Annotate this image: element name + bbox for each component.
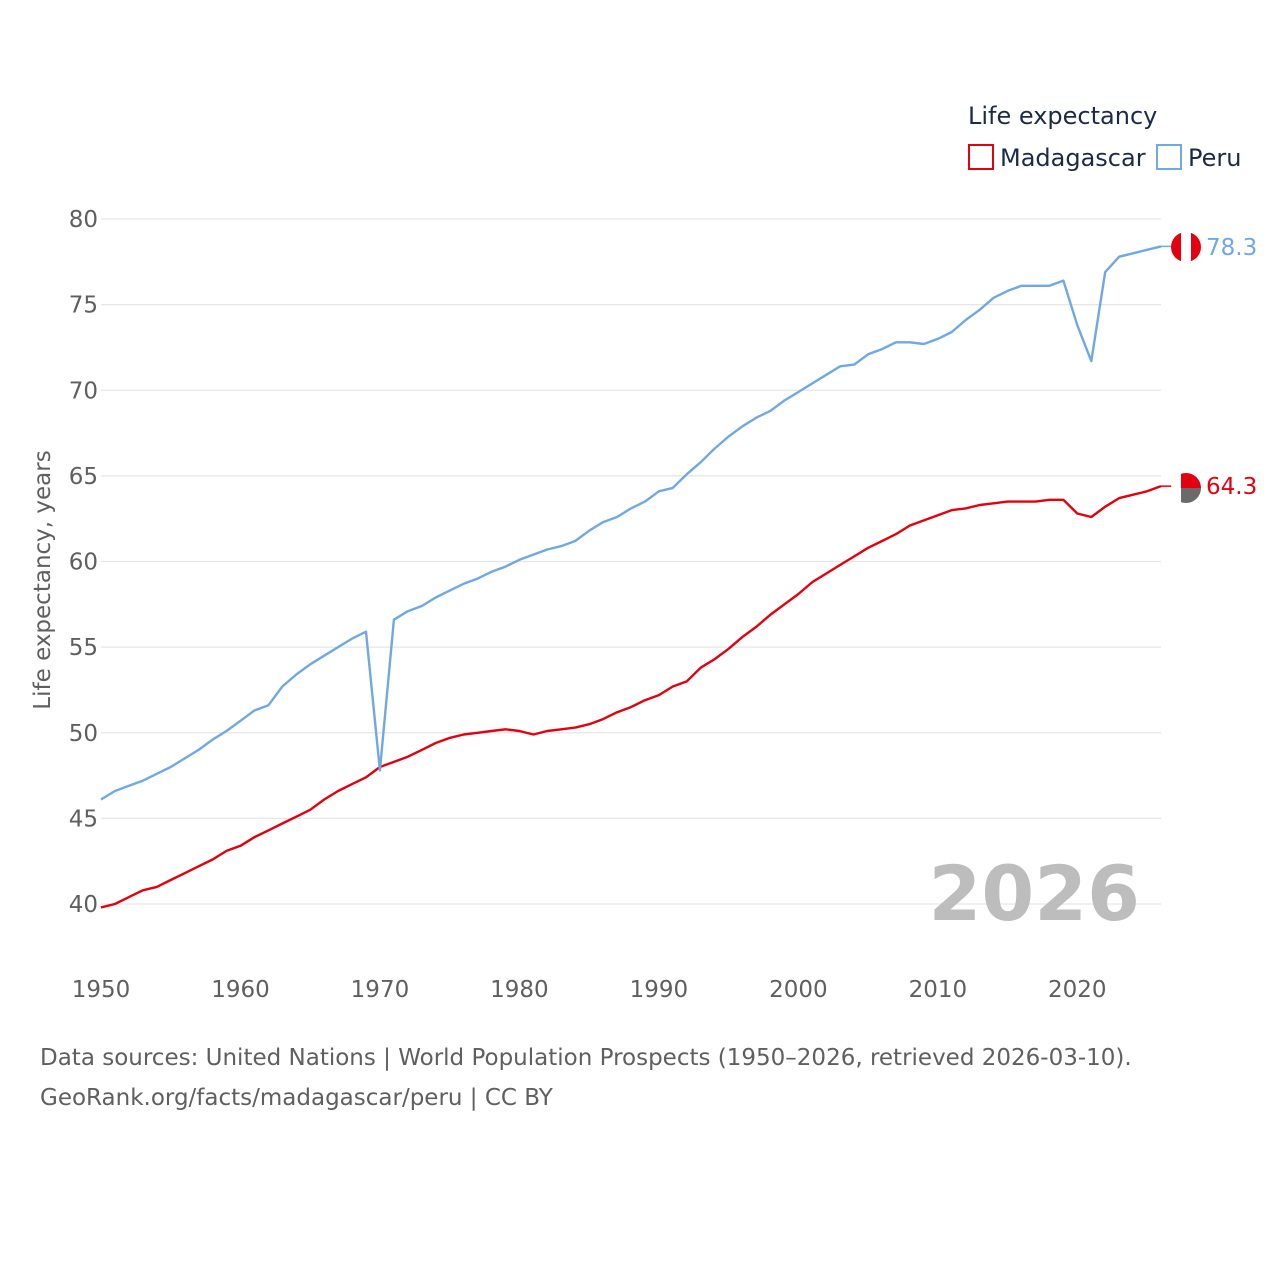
x-tick-label: 2000 bbox=[769, 977, 828, 1003]
y-axis: 40 45 50 55 60 65 70 75 80 bbox=[69, 207, 98, 918]
series-lines bbox=[100, 245, 1172, 909]
data-source-note: Data sources: United Nations | World Pop… bbox=[40, 1045, 1132, 1071]
y-tick-label: 45 bbox=[69, 806, 98, 832]
y-tick-label: 65 bbox=[69, 464, 98, 490]
y-axis-label: Life expectancy, years bbox=[30, 450, 56, 709]
madagascar-flag-icon bbox=[1171, 473, 1201, 503]
legend-swatch-madagascar bbox=[968, 144, 994, 170]
year-watermark: 2026 bbox=[928, 849, 1140, 938]
y-tick-label: 80 bbox=[69, 207, 98, 233]
y-tick-label: 55 bbox=[69, 635, 98, 661]
y-tick-label: 40 bbox=[69, 892, 98, 918]
end-label-peru: 78.3 bbox=[1206, 235, 1257, 261]
y-tick-label: 60 bbox=[69, 550, 98, 576]
x-tick-label: 2010 bbox=[909, 977, 968, 1003]
credit-link[interactable]: GeoRank.org/facts/madagascar/peru | CC B… bbox=[40, 1085, 553, 1111]
y-tick-label: 50 bbox=[69, 721, 98, 747]
legend-item-peru[interactable]: Peru bbox=[1156, 144, 1241, 172]
x-axis: 1950 1960 1970 1980 1990 2000 2010 2020 bbox=[72, 977, 1107, 1003]
x-tick-label: 1980 bbox=[490, 977, 549, 1003]
legend-label-madagascar: Madagascar bbox=[1000, 144, 1146, 172]
x-tick-label: 2020 bbox=[1048, 977, 1107, 1003]
legend-item-madagascar[interactable]: Madagascar bbox=[968, 144, 1146, 172]
gridlines bbox=[101, 218, 1161, 905]
y-tick-label: 70 bbox=[69, 378, 98, 404]
legend-label-peru: Peru bbox=[1188, 144, 1241, 172]
peru-flag-icon bbox=[1171, 232, 1201, 262]
series-line-madagascar[interactable] bbox=[100, 484, 1162, 909]
legend-swatch-peru bbox=[1156, 144, 1182, 170]
x-tick-label: 1960 bbox=[211, 977, 270, 1003]
legend: Life expectancy Madagascar Peru bbox=[968, 102, 1241, 172]
x-tick-label: 1990 bbox=[630, 977, 689, 1003]
x-tick-label: 1970 bbox=[351, 977, 410, 1003]
legend-title: Life expectancy bbox=[968, 102, 1157, 130]
series-line-peru[interactable] bbox=[100, 245, 1162, 801]
end-label-madagascar: 64.3 bbox=[1206, 474, 1257, 500]
line-chart: 40 45 50 55 60 65 70 75 80 1950 1960 1970 1980 1990 2… bbox=[30, 102, 1257, 1003]
y-tick-label: 75 bbox=[69, 293, 98, 319]
x-tick-label: 1950 bbox=[72, 977, 131, 1003]
